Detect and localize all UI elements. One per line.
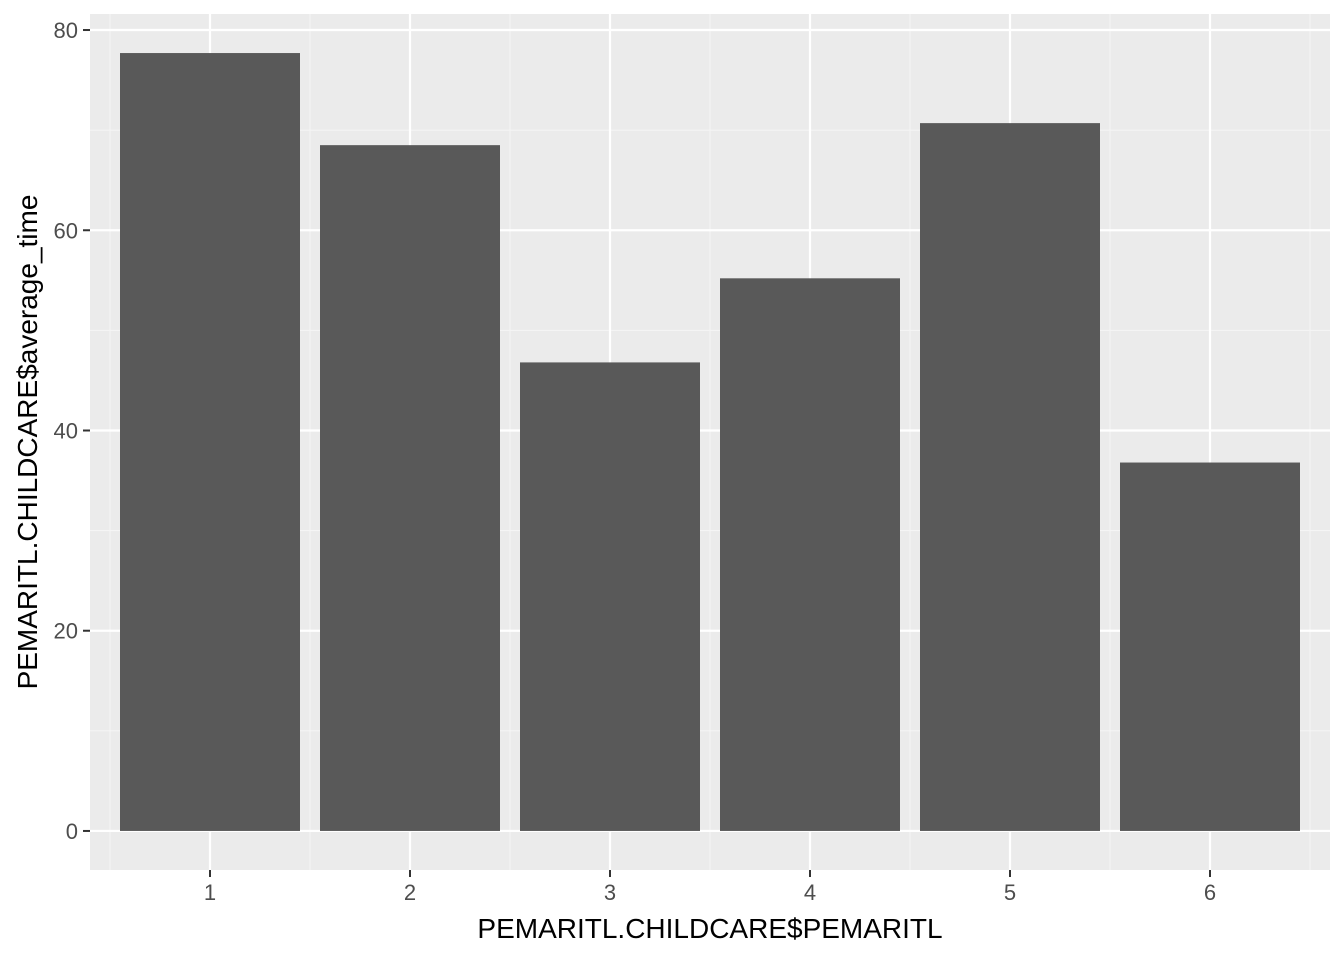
y-axis-title: PEMARITL.CHILDCARE$average_time [12,195,43,690]
y-tick-label: 80 [54,18,78,43]
x-tick-label: 3 [604,880,616,905]
y-axis: 0 20 40 60 80 [54,18,90,844]
x-tick-label: 6 [1204,880,1216,905]
y-tick-label: 0 [66,819,78,844]
bar [120,53,300,831]
x-tick-label: 4 [804,880,816,905]
x-tick-label: 2 [404,880,416,905]
bar [520,362,700,831]
y-tick-label: 40 [54,418,78,443]
bar [720,278,900,831]
bar [1120,462,1300,831]
bar [920,123,1100,831]
y-tick-label: 20 [54,619,78,644]
bar [320,145,500,831]
x-tick-label: 5 [1004,880,1016,905]
x-axis: 1 2 3 4 5 6 [204,870,1216,905]
bars [120,53,1300,831]
x-axis-title: PEMARITL.CHILDCARE$PEMARITL [477,913,942,944]
x-tick-label: 1 [204,880,216,905]
y-tick-label: 60 [54,218,78,243]
